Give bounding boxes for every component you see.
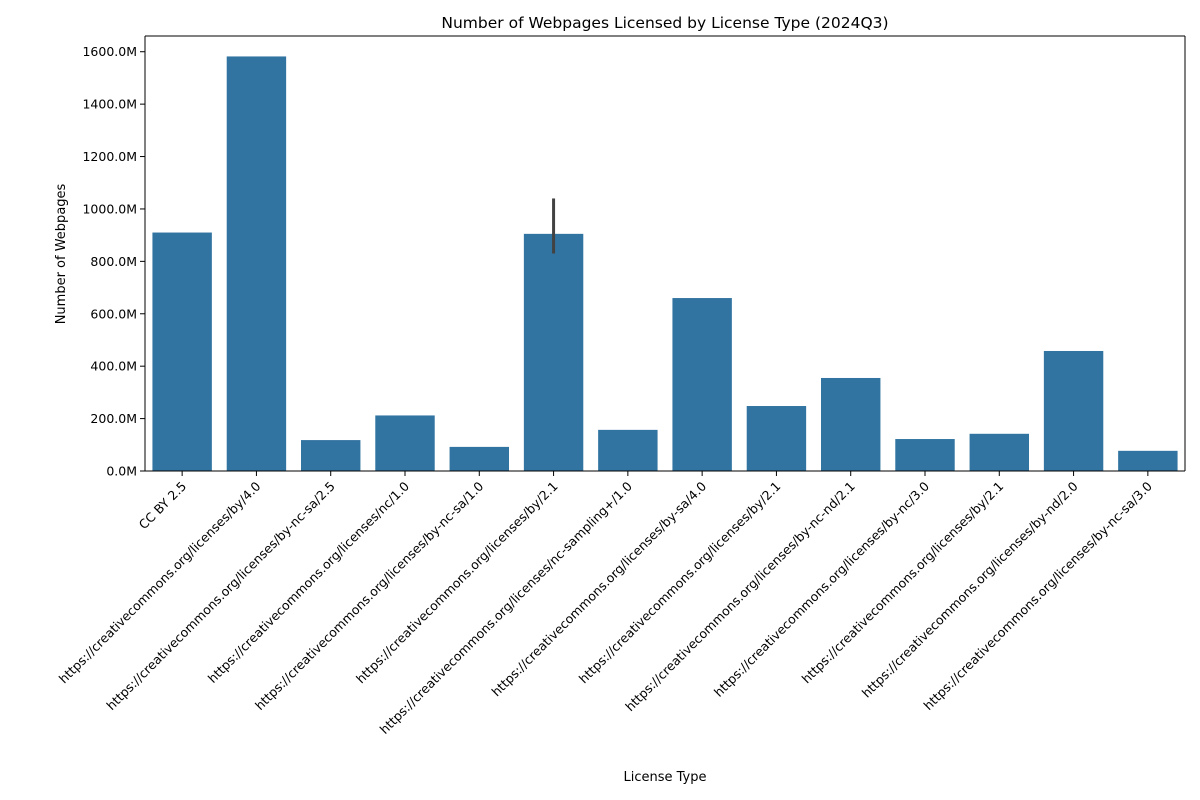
y-tick-label: 1200.0M — [82, 149, 137, 164]
bar — [152, 232, 212, 471]
bar — [375, 415, 435, 471]
y-tick-label: 1600.0M — [82, 44, 137, 59]
bar — [226, 56, 287, 471]
y-tick-label: 600.0M — [90, 306, 137, 321]
bar — [969, 433, 1029, 471]
bar — [1043, 350, 1104, 471]
bar — [598, 429, 658, 471]
bar — [301, 440, 361, 471]
y-tick-label: 400.0M — [90, 359, 137, 374]
y-tick-label: 1400.0M — [82, 97, 137, 112]
x-tick-label: https://creativecommons.org/licenses/nc-… — [377, 478, 635, 736]
x-axis-label: License Type — [623, 770, 706, 785]
bar — [1118, 450, 1178, 471]
y-tick-label: 800.0M — [90, 254, 137, 269]
bar — [449, 446, 509, 471]
y-tick-label: 0.0M — [106, 464, 137, 479]
y-tick-label: 1000.0M — [82, 201, 137, 216]
bar — [746, 406, 807, 471]
x-tick-label: CC BY 2.5 — [136, 479, 190, 533]
y-tick-label: 200.0M — [90, 411, 137, 426]
bar — [821, 377, 881, 471]
plot-area: 0.0M 200.0M 400.0M 600.0M 800.0M 1000.0M 1200.… — [56, 35, 1186, 737]
bar — [672, 298, 732, 471]
chart-title: Number of Webpages Licensed by License T… — [441, 14, 888, 32]
bar — [895, 439, 955, 471]
y-axis-label: Number of Webpages — [54, 183, 69, 324]
bar — [523, 233, 584, 471]
